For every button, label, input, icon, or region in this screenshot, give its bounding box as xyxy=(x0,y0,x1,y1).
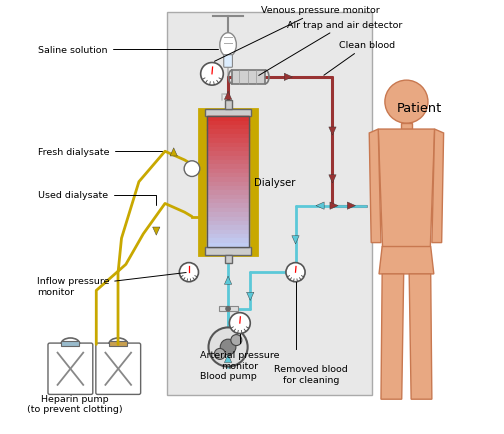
Text: Clean blood: Clean blood xyxy=(324,41,395,76)
Polygon shape xyxy=(284,74,292,81)
Bar xyxy=(207,200,249,204)
Bar xyxy=(207,204,249,208)
Bar xyxy=(207,213,249,217)
Bar xyxy=(225,255,231,264)
Text: Air trap and air detector: Air trap and air detector xyxy=(259,21,402,76)
Bar xyxy=(207,208,249,213)
Bar xyxy=(207,165,249,169)
Bar xyxy=(207,139,249,143)
Circle shape xyxy=(214,349,225,360)
Ellipse shape xyxy=(220,33,236,57)
Bar xyxy=(207,126,249,130)
Bar xyxy=(207,143,249,148)
Bar xyxy=(207,217,249,221)
Bar xyxy=(207,226,249,230)
Bar xyxy=(232,71,265,85)
FancyBboxPatch shape xyxy=(224,56,232,68)
Bar xyxy=(207,243,249,247)
Polygon shape xyxy=(401,124,412,130)
Bar xyxy=(207,122,249,126)
Polygon shape xyxy=(170,148,177,157)
Circle shape xyxy=(385,81,428,124)
Text: Used dialysate: Used dialysate xyxy=(38,191,156,206)
Polygon shape xyxy=(378,130,434,259)
Text: Removed blood
for cleaning: Removed blood for cleaning xyxy=(274,365,348,384)
Polygon shape xyxy=(292,236,299,244)
Bar xyxy=(200,109,257,255)
Circle shape xyxy=(220,339,236,355)
Bar xyxy=(207,161,249,165)
Circle shape xyxy=(201,63,223,86)
Bar xyxy=(205,247,251,255)
Polygon shape xyxy=(347,203,355,210)
Circle shape xyxy=(226,307,230,311)
Bar xyxy=(207,239,249,243)
Bar xyxy=(109,341,128,346)
Polygon shape xyxy=(330,203,338,210)
Bar xyxy=(207,234,249,239)
Bar xyxy=(207,178,249,182)
Circle shape xyxy=(209,328,247,367)
Text: Saline solution: Saline solution xyxy=(38,46,218,54)
Bar xyxy=(207,152,249,156)
Text: Blood pump: Blood pump xyxy=(200,371,257,380)
Bar xyxy=(207,148,249,152)
Polygon shape xyxy=(432,130,444,243)
Bar xyxy=(207,182,249,187)
Polygon shape xyxy=(246,293,254,301)
Polygon shape xyxy=(329,128,336,136)
Polygon shape xyxy=(224,355,232,363)
Text: Heparin pump
(to prevent clotting): Heparin pump (to prevent clotting) xyxy=(27,394,123,414)
Text: Patient: Patient xyxy=(397,102,442,115)
Text: Inflow pressure
monitor: Inflow pressure monitor xyxy=(37,273,186,296)
Polygon shape xyxy=(379,247,434,274)
Text: Venous pressure monitor: Venous pressure monitor xyxy=(215,7,380,62)
Bar xyxy=(207,187,249,191)
Bar xyxy=(61,341,80,346)
Polygon shape xyxy=(329,175,336,184)
FancyBboxPatch shape xyxy=(96,343,141,395)
Polygon shape xyxy=(409,274,432,399)
Polygon shape xyxy=(224,276,232,285)
Polygon shape xyxy=(381,274,404,399)
Bar xyxy=(207,221,249,226)
Circle shape xyxy=(286,263,305,282)
FancyBboxPatch shape xyxy=(48,343,93,395)
Polygon shape xyxy=(153,227,160,236)
Bar xyxy=(207,156,249,161)
Bar xyxy=(207,117,249,247)
Polygon shape xyxy=(224,92,232,100)
Bar xyxy=(167,13,371,395)
Circle shape xyxy=(231,335,242,346)
Bar xyxy=(207,174,249,178)
Bar xyxy=(225,101,231,109)
Bar xyxy=(207,117,249,122)
Bar xyxy=(207,195,249,200)
Circle shape xyxy=(179,263,199,282)
Polygon shape xyxy=(316,203,324,210)
Bar xyxy=(207,191,249,195)
Bar xyxy=(207,130,249,135)
Bar xyxy=(207,230,249,234)
Circle shape xyxy=(229,313,250,334)
Bar xyxy=(207,135,249,139)
Bar xyxy=(219,306,238,312)
Polygon shape xyxy=(369,130,381,243)
Bar xyxy=(207,169,249,174)
Text: Arterial pressure
monitor: Arterial pressure monitor xyxy=(200,351,280,370)
Text: Fresh dialysate: Fresh dialysate xyxy=(38,148,162,156)
Text: Dialyser: Dialyser xyxy=(254,178,295,187)
Circle shape xyxy=(184,161,200,177)
Bar xyxy=(205,109,251,117)
